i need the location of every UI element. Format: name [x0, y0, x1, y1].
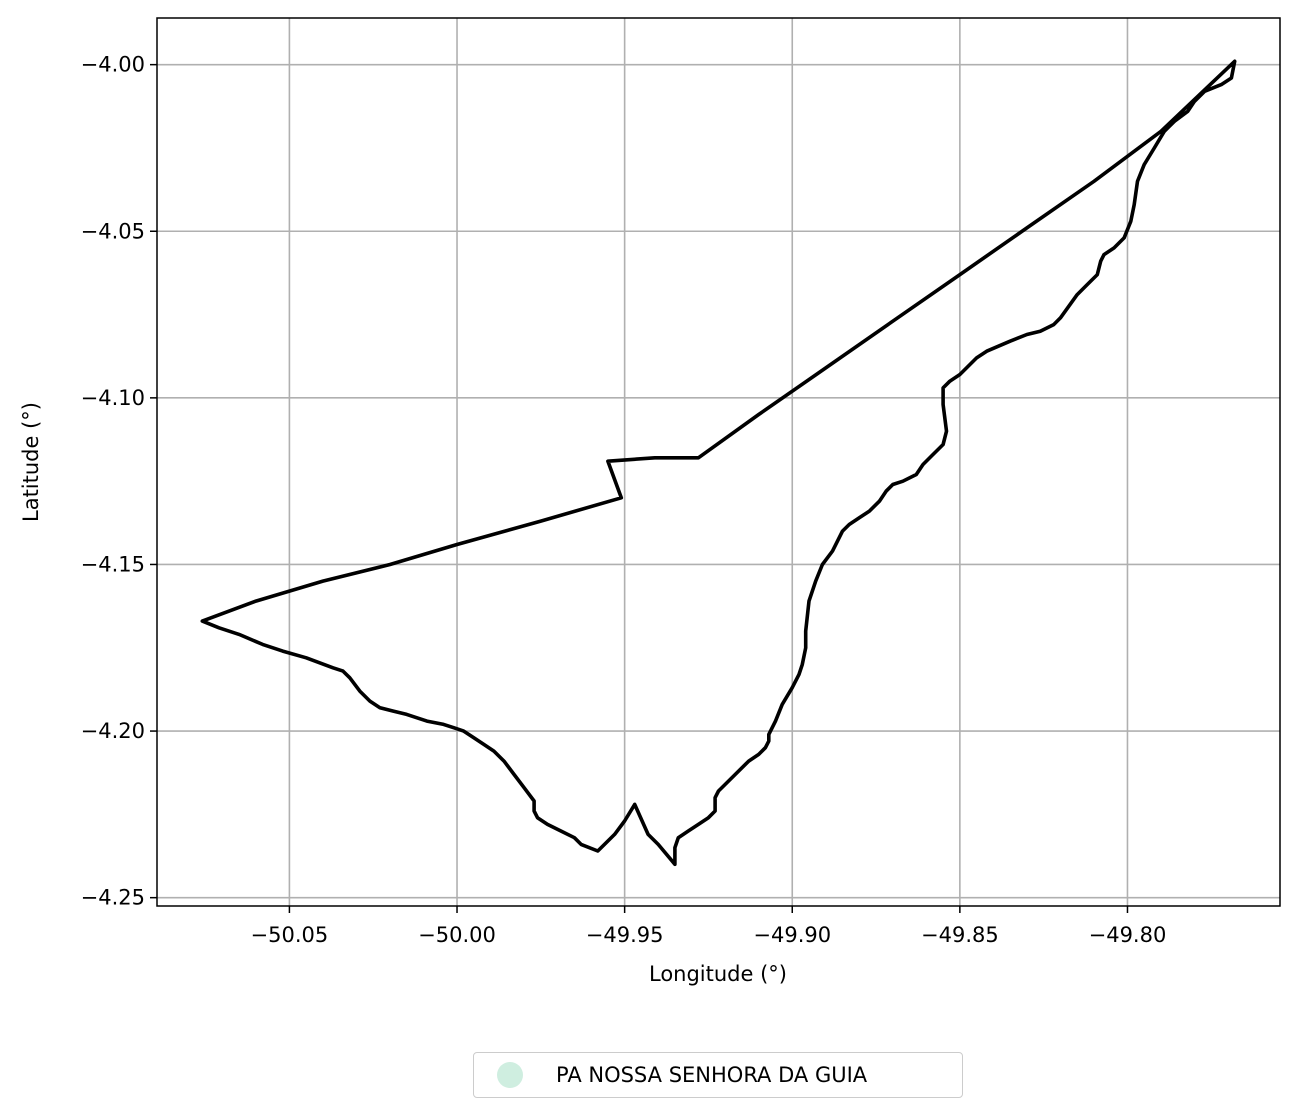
legend-swatch-icon: [497, 1062, 523, 1088]
y-tick-label: −4.00: [81, 53, 145, 77]
grid-lines: [157, 18, 1280, 906]
legend: PA NOSSA SENHORA DA GUIA: [473, 1052, 963, 1098]
plot-frame: [156, 17, 1281, 907]
x-tick-label: −49.95: [586, 923, 664, 947]
boundary-outline: [200, 59, 1237, 867]
x-tick-label: −49.90: [753, 923, 831, 947]
y-tick-label: −4.25: [81, 886, 145, 910]
x-tick-label: −49.85: [921, 923, 999, 947]
y-tick-label: −4.10: [81, 386, 145, 410]
y-tick-label: −4.15: [81, 552, 145, 576]
y-tick-label: −4.20: [81, 719, 145, 743]
x-tick-label: −50.00: [418, 923, 496, 947]
x-tick-label: −49.80: [1089, 923, 1167, 947]
y-axis-ticks: −4.00 −4.05 −4.10 −4.15 −4.20 −4.25: [81, 53, 157, 910]
legend-label: PA NOSSA SENHORA DA GUIA: [556, 1063, 868, 1087]
x-axis-ticks: −50.05 −50.00 −49.95 −49.90 −49.85 −49.80: [251, 906, 1167, 947]
y-tick-label: −4.05: [81, 219, 145, 243]
x-tick-label: −50.05: [251, 923, 329, 947]
y-axis-title: Latitude (°): [19, 402, 43, 522]
x-axis-title: Longitude (°): [649, 962, 787, 986]
